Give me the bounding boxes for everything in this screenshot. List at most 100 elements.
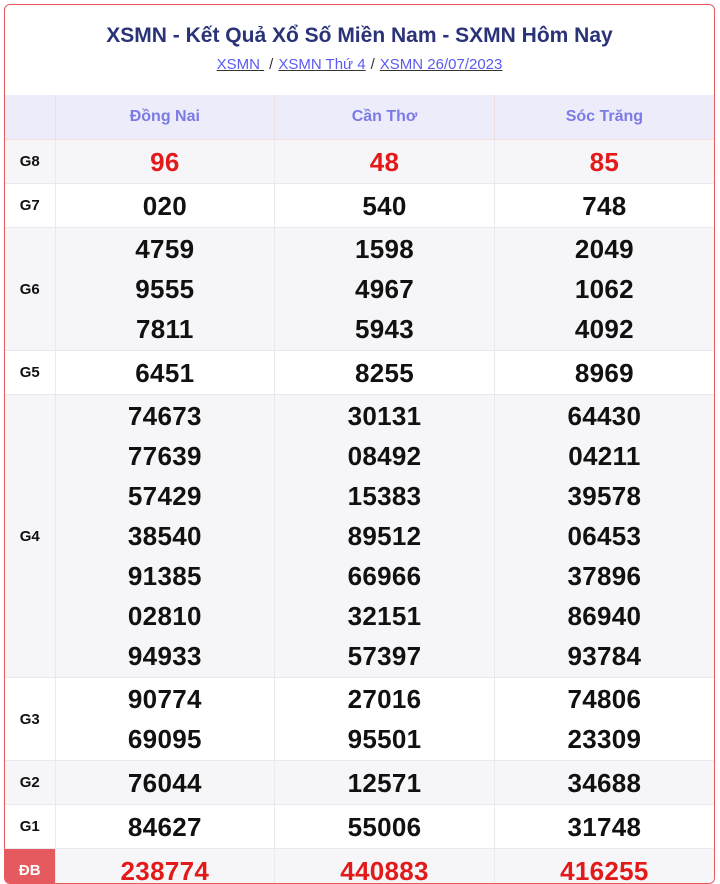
- prize-number: 8969: [496, 353, 713, 393]
- prize-number: 85: [496, 142, 713, 182]
- breadcrumb-link-weekday[interactable]: XSMN Thứ 4: [278, 56, 365, 73]
- prize-cell: 85: [494, 140, 714, 184]
- prize-label: G6: [5, 228, 55, 351]
- prize-number: 77639: [57, 436, 274, 476]
- prize-number: 76044: [57, 763, 274, 803]
- province-header[interactable]: Cần Thơ: [275, 95, 495, 140]
- prize-number: 4759: [57, 229, 274, 269]
- results-card: XSMN - Kết Quả Xổ Số Miền Nam - SXMN Hôm…: [4, 4, 715, 884]
- prize-label: G7: [5, 184, 55, 228]
- prize-number: 748: [496, 186, 713, 226]
- prize-number: 48: [276, 142, 493, 182]
- breadcrumb-separator: /: [269, 56, 273, 73]
- prize-number: 416255: [496, 851, 713, 884]
- prize-cell: 84627: [55, 805, 275, 849]
- prize-number: 39578: [496, 476, 713, 516]
- prize-number: 89512: [276, 516, 493, 556]
- prize-cell: 8969: [494, 351, 714, 395]
- prize-number: 23309: [496, 719, 713, 759]
- prize-number: 1598: [276, 229, 493, 269]
- prize-number: 34688: [496, 763, 713, 803]
- prize-number: 06453: [496, 516, 713, 556]
- prize-cell: 34688: [494, 761, 714, 805]
- header-blank: [5, 95, 55, 140]
- breadcrumb-link-xsmn[interactable]: XSMN: [217, 56, 265, 73]
- prize-number: 91385: [57, 556, 274, 596]
- prize-number: 4967: [276, 269, 493, 309]
- prize-cell: 440883: [275, 849, 495, 884]
- prize-number: 04211: [496, 436, 713, 476]
- prize-cell: 96: [55, 140, 275, 184]
- prize-number: 93784: [496, 636, 713, 676]
- prize-number: 540: [276, 186, 493, 226]
- prize-number: 55006: [276, 807, 493, 847]
- prize-cell: 8255: [275, 351, 495, 395]
- prize-number: 238774: [57, 851, 274, 884]
- breadcrumb: XSMN / XSMN Thứ 4 / XSMN 26/07/2023: [5, 56, 714, 81]
- prize-number: 15383: [276, 476, 493, 516]
- prize-number: 1062: [496, 269, 713, 309]
- prize-number: 8255: [276, 353, 493, 393]
- page-title: XSMN - Kết Quả Xổ Số Miền Nam - SXMN Hôm…: [5, 5, 714, 50]
- prize-number: 6451: [57, 353, 274, 393]
- prize-number: 90774: [57, 679, 274, 719]
- prize-number: 08492: [276, 436, 493, 476]
- prize-label: G8: [5, 140, 55, 184]
- prize-number: 4092: [496, 309, 713, 349]
- prize-number: 64430: [496, 396, 713, 436]
- prize-label: G5: [5, 351, 55, 395]
- prize-label: G1: [5, 805, 55, 849]
- prize-number: 9555: [57, 269, 274, 309]
- breadcrumb-link-date[interactable]: XSMN 26/07/2023: [380, 56, 503, 73]
- prize-number: 12571: [276, 763, 493, 803]
- prize-number: 7811: [57, 309, 274, 349]
- prize-label: G3: [5, 678, 55, 761]
- province-header[interactable]: Đồng Nai: [55, 95, 275, 140]
- prize-number: 27016: [276, 679, 493, 719]
- prize-label: G4: [5, 395, 55, 678]
- prize-cell: 238774: [55, 849, 275, 884]
- prize-number: 440883: [276, 851, 493, 884]
- prize-label: ĐB: [5, 849, 55, 884]
- breadcrumb-separator: /: [371, 56, 375, 73]
- prize-cell: 55006: [275, 805, 495, 849]
- prize-number: 57429: [57, 476, 274, 516]
- province-header[interactable]: Sóc Trăng: [494, 95, 714, 140]
- prize-number: 95501: [276, 719, 493, 759]
- prize-cell: 12571: [275, 761, 495, 805]
- prize-cell: 748: [494, 184, 714, 228]
- prize-number: 2049: [496, 229, 713, 269]
- header-row: Đồng Nai Cần Thơ Sóc Trăng: [5, 95, 714, 140]
- prize-number: 74673: [57, 396, 274, 436]
- prize-cell: 48: [275, 140, 495, 184]
- prize-cell: 020: [55, 184, 275, 228]
- prize-cell: 76044: [55, 761, 275, 805]
- prize-cell: 6451: [55, 351, 275, 395]
- prize-number: 30131: [276, 396, 493, 436]
- prize-number: 74806: [496, 679, 713, 719]
- prize-number: 37896: [496, 556, 713, 596]
- prize-label: G2: [5, 761, 55, 805]
- prize-cell: 540: [275, 184, 495, 228]
- prize-cell: 31748: [494, 805, 714, 849]
- prize-number: 66966: [276, 556, 493, 596]
- prize-number: 32151: [276, 596, 493, 636]
- prize-number: 94933: [57, 636, 274, 676]
